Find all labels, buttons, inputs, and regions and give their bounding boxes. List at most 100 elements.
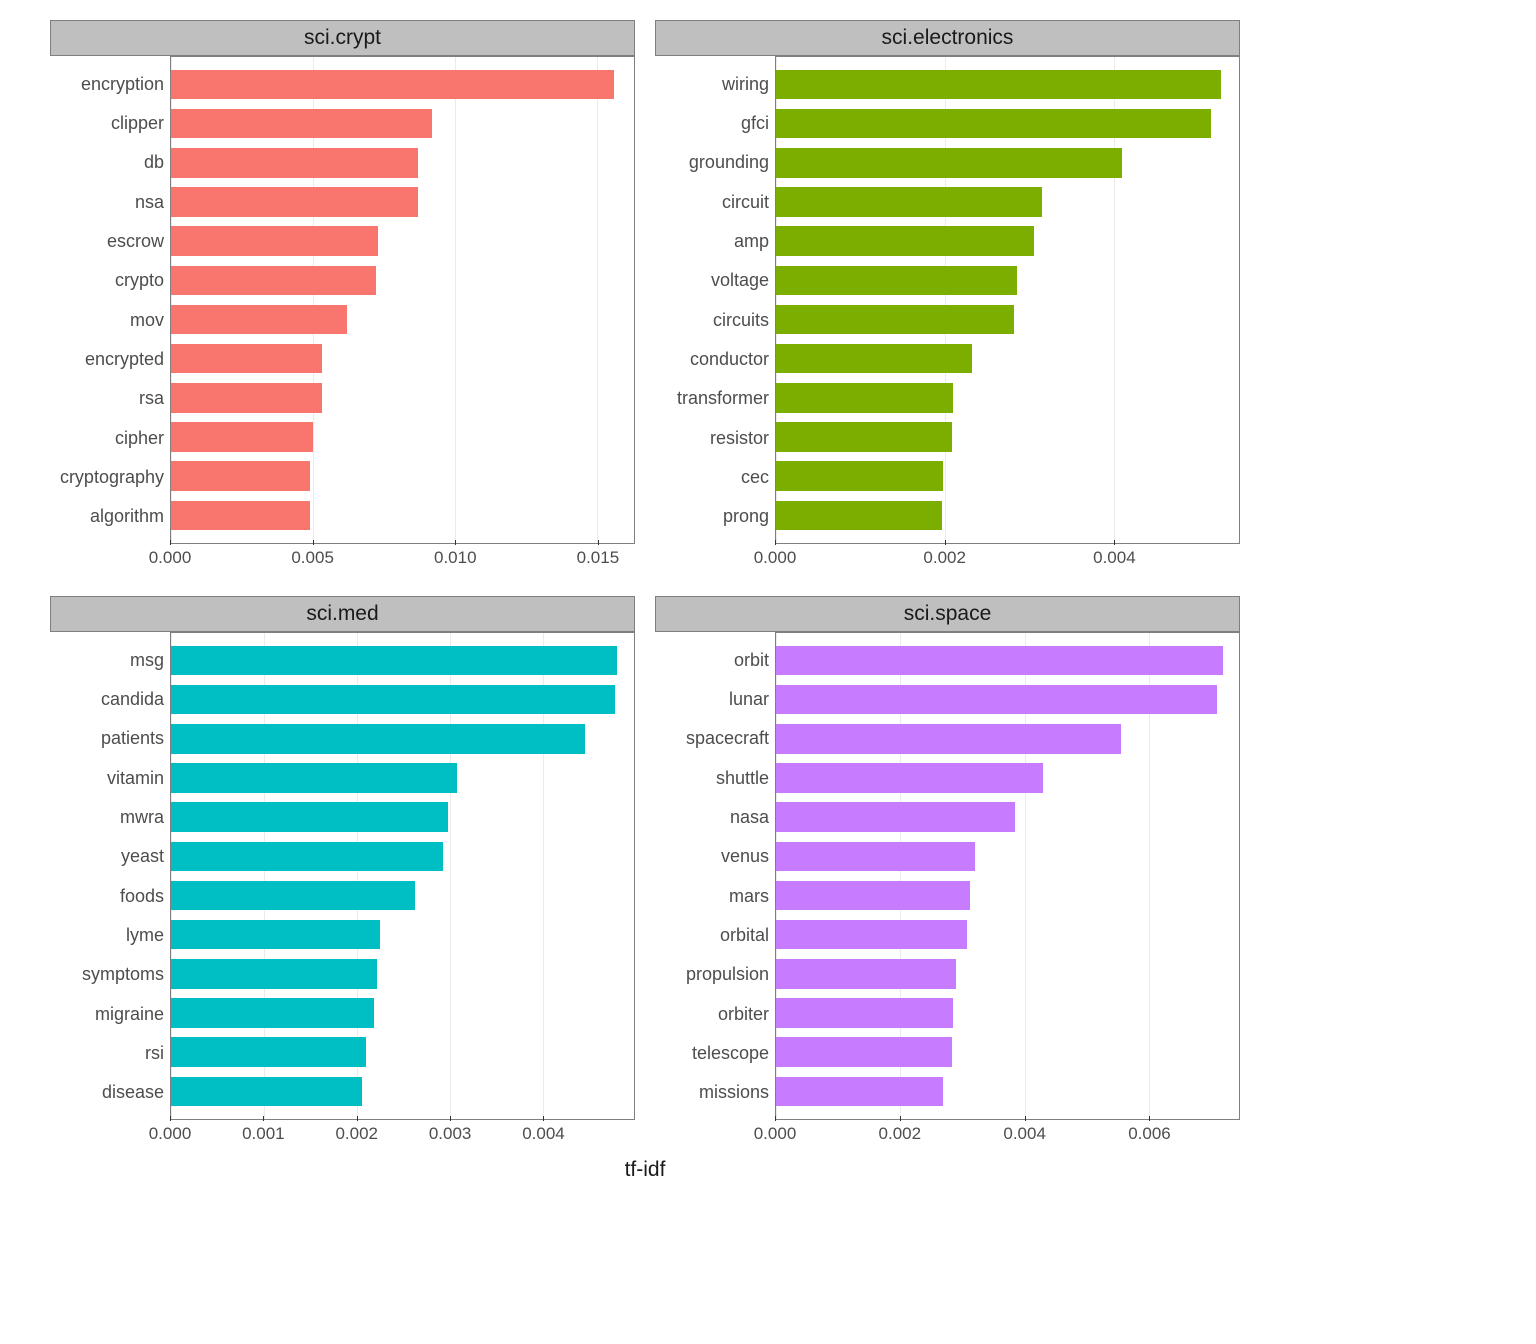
x-tick-label: 0.000 [149, 1124, 192, 1144]
y-tick-label: algorithm [90, 507, 164, 525]
x-tick-label: 0.000 [754, 548, 797, 568]
bar [776, 881, 970, 911]
x-tick-label: 0.003 [429, 1124, 472, 1144]
plot-box: wiringgfcigroundingcircuitampvoltagecirc… [655, 56, 1240, 544]
bar [171, 70, 614, 100]
strip-title: sci.space [655, 596, 1240, 632]
y-tick-label: symptoms [82, 965, 164, 983]
y-tick-label: candida [101, 690, 164, 708]
y-tick-label: wiring [722, 75, 769, 93]
x-tick-label: 0.002 [335, 1124, 378, 1144]
y-tick-label: gfci [741, 114, 769, 132]
bar [171, 763, 457, 793]
y-tick-label: cec [741, 468, 769, 486]
plot-box: encryptionclipperdbnsaescrowcryptomovenc… [50, 56, 635, 544]
y-tick-label: disease [102, 1083, 164, 1101]
y-tick-label: circuits [713, 311, 769, 329]
bar [171, 383, 322, 413]
bar [171, 461, 310, 491]
x-tick-label: 0.005 [291, 548, 334, 568]
bar [776, 842, 975, 872]
plot-box: orbitlunarspacecraftshuttlenasavenusmars… [655, 632, 1240, 1120]
plot-area [775, 56, 1240, 544]
y-tick-label: missions [699, 1083, 769, 1101]
panel-sci-electronics: sci.electronics wiring gfci grounding circu… [655, 20, 1240, 584]
y-tick-label: nsa [135, 193, 164, 211]
bar [171, 1077, 362, 1107]
bar [776, 344, 972, 374]
y-axis-labels: orbitlunarspacecraftshuttlenasavenusmars… [655, 632, 775, 1120]
bar [171, 148, 418, 178]
y-tick-label: db [144, 153, 164, 171]
bar [171, 685, 615, 715]
plot-area [170, 632, 635, 1120]
bars [171, 57, 634, 543]
bar [776, 1037, 952, 1067]
y-tick-label: patients [101, 729, 164, 747]
strip-title: sci.electronics [655, 20, 1240, 56]
plot-area [170, 56, 635, 544]
y-tick-label: mov [130, 311, 164, 329]
bar [171, 266, 376, 296]
bar [776, 763, 1043, 793]
bar [776, 70, 1221, 100]
y-tick-label: escrow [107, 232, 164, 250]
bar [776, 998, 953, 1028]
bar [171, 920, 380, 950]
y-tick-label: grounding [689, 153, 769, 171]
bar [776, 685, 1217, 715]
bar [171, 226, 378, 256]
y-tick-label: prong [723, 507, 769, 525]
plot-box: msgcandidapatientsvitaminmwrayeastfoodsl… [50, 632, 635, 1120]
x-axis: 0.0000.0020.004 [775, 544, 1240, 584]
x-tick-label: 0.010 [434, 548, 477, 568]
bar [171, 109, 432, 139]
x-tick-label: 0.002 [879, 1124, 922, 1144]
x-axis: 0.0000.0010.0020.0030.004 [170, 1120, 635, 1160]
bar [171, 881, 415, 911]
y-tick-label: vitamin [107, 769, 164, 787]
y-tick-label: crypto [115, 271, 164, 289]
x-axis-title: tf-idf [625, 1158, 666, 1182]
y-tick-label: orbital [720, 926, 769, 944]
bars [171, 633, 634, 1119]
x-tick-label: 0.004 [1093, 548, 1136, 568]
y-tick-label: voltage [711, 271, 769, 289]
x-axis-title-row: tf-idf [50, 1158, 1240, 1182]
y-tick-label: yeast [121, 847, 164, 865]
bar [171, 1037, 366, 1067]
bar [776, 226, 1034, 256]
y-tick-label: shuttle [716, 769, 769, 787]
y-tick-label: mwra [120, 808, 164, 826]
strip-title: sci.med [50, 596, 635, 632]
bar [776, 724, 1121, 754]
bar [171, 802, 448, 832]
y-axis-labels: encryptionclipperdbnsaescrowcryptomovenc… [50, 56, 170, 544]
plot-area [775, 632, 1240, 1120]
panel-sci-crypt: sci.crypt encryptionclipperdbnsaescrowcr… [50, 20, 635, 584]
y-axis-labels: msgcandidapatientsvitaminmwrayeastfoodsl… [50, 632, 170, 1120]
x-tick-label: 0.000 [149, 548, 192, 568]
x-tick-label: 0.002 [923, 548, 966, 568]
bar [776, 959, 956, 989]
bar [776, 305, 1014, 335]
bar [776, 920, 967, 950]
bar [171, 959, 377, 989]
bar [171, 842, 443, 872]
y-axis-labels: wiringgfcigroundingcircuitampvoltagecirc… [655, 56, 775, 544]
y-tick-label: cipher [115, 429, 164, 447]
y-tick-label: propulsion [686, 965, 769, 983]
bar [776, 461, 943, 491]
bar [171, 344, 322, 374]
y-tick-label: encrypted [85, 350, 164, 368]
bar [776, 148, 1122, 178]
facet-grid: sci.crypt encryptionclipperdbnsaescrowcr… [50, 20, 1240, 1160]
x-tick-label: 0.000 [754, 1124, 797, 1144]
bar [776, 187, 1042, 217]
bar [776, 422, 952, 452]
bar [171, 724, 585, 754]
y-tick-label: cryptography [60, 468, 164, 486]
y-tick-label: venus [721, 847, 769, 865]
bar [776, 383, 953, 413]
x-tick-label: 0.001 [242, 1124, 285, 1144]
